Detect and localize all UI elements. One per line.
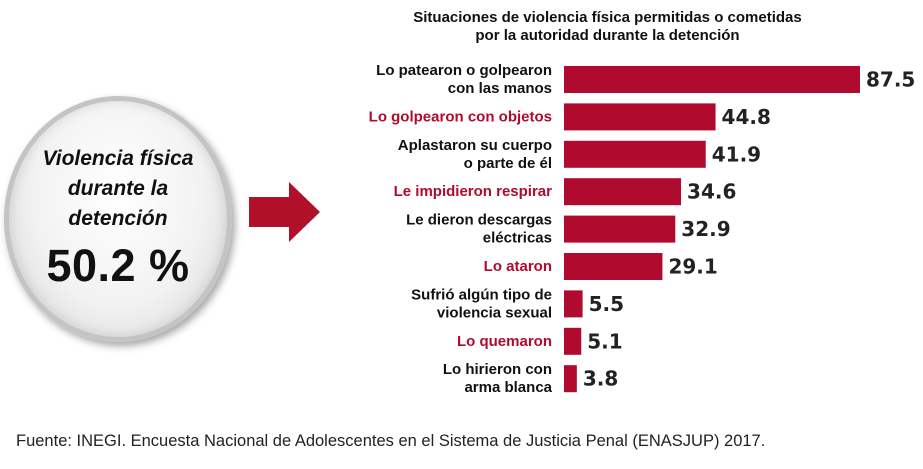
chart-title-line: Situaciones de violencia física permitid… — [413, 9, 802, 26]
bar-value-label: 34.6 — [687, 180, 736, 204]
category-label: Lo golpearon con objetos — [369, 108, 552, 125]
category-label: con las manos — [448, 80, 552, 97]
bar-value-label: 5.5 — [589, 292, 624, 316]
summary-label-line: durante la — [67, 177, 169, 200]
summary-value: 50.2 % — [46, 240, 190, 291]
category-label: eléctricas — [483, 230, 552, 247]
summary-circle: Violencia física durante la detención 50… — [4, 96, 232, 342]
bar-value-label: 41.9 — [712, 142, 761, 166]
bar-value-label: 5.1 — [587, 329, 622, 353]
chart-title: Situaciones de violencia física permitid… — [350, 9, 865, 45]
category-label: Le impidieron respirar — [394, 183, 553, 200]
bar — [564, 290, 583, 318]
bar — [564, 178, 682, 206]
bar — [564, 103, 716, 131]
category-label: Sufrió algún tipo de — [411, 286, 552, 303]
bar-value-label: 3.8 — [583, 367, 618, 391]
category-label: violencia sexual — [437, 304, 552, 321]
category-label: Lo quemaron — [457, 333, 552, 350]
bar-value-label: 32.9 — [681, 217, 730, 241]
bar-value-label: 29.1 — [668, 255, 717, 279]
category-label: Aplastaron su cuerpo — [398, 137, 552, 154]
bar — [564, 253, 663, 280]
category-label: arma blanca — [464, 379, 552, 396]
bar — [564, 66, 860, 93]
bar — [564, 327, 582, 355]
source-note: Fuente: INEGI. Encuesta Nacional de Adol… — [16, 432, 766, 450]
bar-value-label: 87.5 — [866, 68, 915, 92]
category-label: o parte de él — [464, 155, 552, 172]
bar — [564, 365, 577, 393]
bar — [564, 215, 676, 243]
bar-value-label: 44.8 — [722, 105, 771, 129]
category-label: Le dieron descargas — [406, 212, 552, 229]
category-label: Lo hirieron con — [443, 361, 552, 378]
category-label: Lo ataron — [484, 258, 552, 275]
category-label: Lo patearon o golpearon — [376, 62, 552, 79]
chart-title-line: por la autoridad durante la detención — [475, 27, 740, 44]
summary-label-line: Violencia física — [42, 147, 194, 170]
bar — [564, 140, 706, 168]
summary-label: Violencia física durante la detención — [9, 144, 227, 234]
right-arrow-icon — [249, 182, 320, 242]
summary-label-line: detención — [68, 207, 168, 230]
